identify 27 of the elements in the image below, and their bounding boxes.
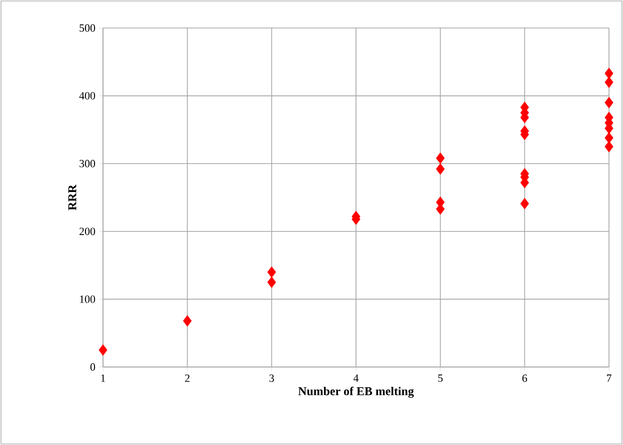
x-tick-label: 4 xyxy=(353,374,359,382)
y-tick-label: 0 xyxy=(90,363,96,371)
point xyxy=(183,315,192,327)
x-tick-label: 3 xyxy=(269,374,274,382)
y-tick-label: 500 xyxy=(80,24,96,32)
x-tick-label: 5 xyxy=(438,374,443,382)
x-tick-label: 2 xyxy=(185,374,190,382)
point xyxy=(520,198,529,210)
point xyxy=(436,152,445,164)
point xyxy=(267,266,276,278)
point xyxy=(98,344,108,356)
y-tick-label: 400 xyxy=(79,92,96,100)
point xyxy=(604,68,614,80)
y-tick-label: 300 xyxy=(80,160,96,168)
y-axis-title: RRR xyxy=(68,184,76,210)
x-axis-title: Number of EB melting xyxy=(298,386,414,398)
x-tick-label: 1 xyxy=(101,374,106,382)
y-tick-label: 100 xyxy=(80,296,96,303)
point xyxy=(604,132,614,144)
point xyxy=(604,140,614,152)
x-tick-label: 6 xyxy=(522,374,528,382)
point xyxy=(267,276,276,288)
x-tick-label: 7 xyxy=(606,374,612,382)
point xyxy=(436,163,445,175)
point xyxy=(604,76,614,88)
y-tick-label: 200 xyxy=(80,228,96,236)
point xyxy=(604,96,614,108)
